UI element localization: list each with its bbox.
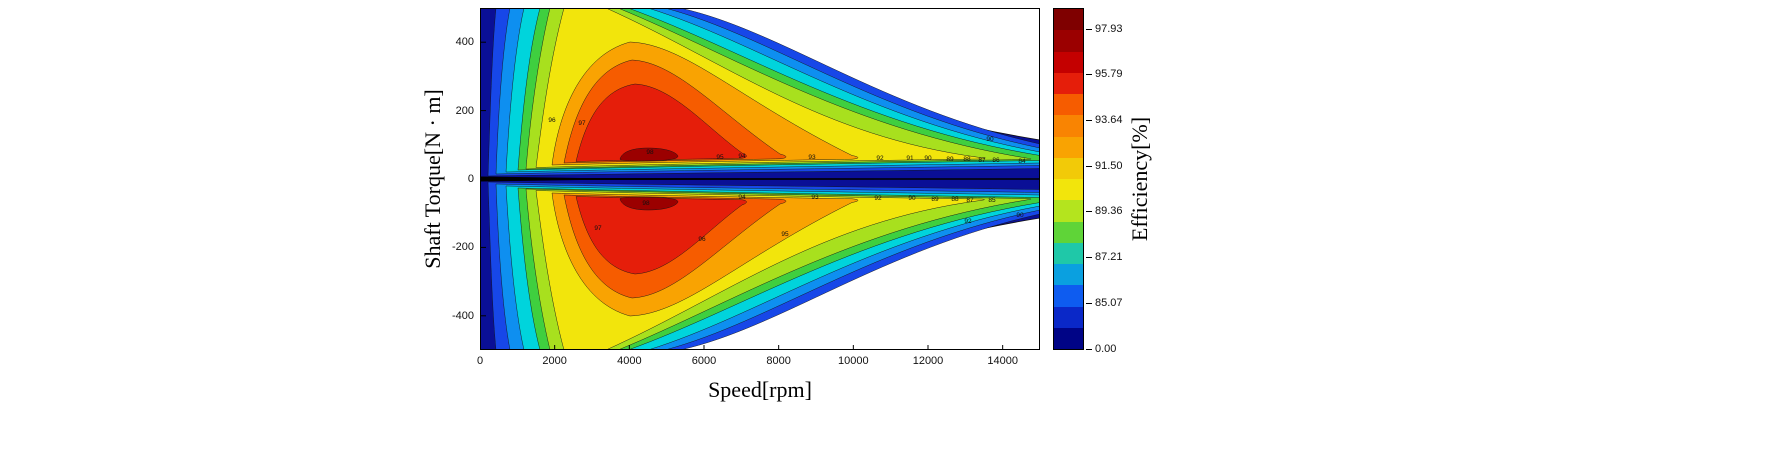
colorbar-segment xyxy=(1054,9,1083,31)
contour-label: 93 xyxy=(811,194,819,201)
lower-half-contours xyxy=(487,181,1040,350)
colorbar-segment xyxy=(1054,264,1083,286)
y-tick-label: -400 xyxy=(451,309,474,322)
contour-label: 86 xyxy=(992,157,1000,164)
y-tick-label: 400 xyxy=(455,36,474,49)
y-tick-label: 0 xyxy=(467,173,474,185)
colorbar-tick-mark xyxy=(1086,211,1092,213)
upper-half-contours xyxy=(487,8,1040,177)
efficiency-contour-plot: 96 97 98 95 94 93 92 91 90 89 88 87 86 84 90 97 98 96 95 94… xyxy=(480,8,1040,350)
colorbar-segment xyxy=(1054,157,1083,179)
contour-label: 97 xyxy=(578,120,586,127)
colorbar-tick-mark xyxy=(1086,348,1092,350)
colorbar-segment xyxy=(1054,136,1083,158)
contour-label: 92 xyxy=(876,155,884,162)
colorbar-segment xyxy=(1054,51,1083,73)
contour-label: 95 xyxy=(716,154,724,161)
contour-label: 88 xyxy=(963,156,971,163)
contour-label: 94 xyxy=(738,153,746,160)
contour-label: 92 xyxy=(964,218,972,225)
contour-label: 89 xyxy=(931,196,939,203)
x-tick-label: 10000 xyxy=(838,355,869,367)
colorbar-tick-label: 93.64 xyxy=(1095,114,1123,127)
colorbar-segment xyxy=(1054,179,1083,201)
contour-label: 90 xyxy=(986,136,994,143)
x-tick-label: 6000 xyxy=(691,355,717,367)
contour-label: 87 xyxy=(978,157,986,164)
colorbar-tick-label: 95.79 xyxy=(1095,68,1123,81)
contour-label: 97 xyxy=(594,225,602,232)
colorbar-tick-mark xyxy=(1086,302,1092,304)
colorbar-segment xyxy=(1054,306,1083,328)
colorbar-tick-label: 97.93 xyxy=(1095,22,1123,35)
colorbar-segment xyxy=(1054,242,1083,264)
contour-band-98 xyxy=(619,147,679,162)
contour-label: 90 xyxy=(1016,212,1024,219)
contour-label: 90 xyxy=(924,155,932,162)
x-axis-label: Speed[rpm] xyxy=(708,377,812,402)
contour-label: 85 xyxy=(988,197,996,204)
contour-label: 92 xyxy=(874,195,882,202)
contour-label: 96 xyxy=(698,236,706,243)
contour-band-98 xyxy=(619,196,679,211)
colorbar-tick-label: 91.50 xyxy=(1095,159,1123,172)
y-tick-label: 200 xyxy=(455,104,474,117)
x-tick-label: 0 xyxy=(476,355,484,367)
contour-label: 89 xyxy=(946,156,954,163)
colorbar-segment xyxy=(1054,94,1083,116)
contour-label: 98 xyxy=(642,200,650,207)
colorbar-label: Efficiency[%] xyxy=(1127,116,1152,242)
colorbar-tick-label: 89.36 xyxy=(1095,205,1123,218)
contour-label: 91 xyxy=(906,155,914,162)
colorbar-tick-mark xyxy=(1086,74,1092,76)
contour-label: 87 xyxy=(966,197,974,204)
colorbar-segment xyxy=(1054,327,1083,349)
contour-band-97 xyxy=(575,83,747,162)
colorbar-tick-mark xyxy=(1086,120,1092,122)
y-tick-label: -200 xyxy=(451,241,474,254)
x-tick-label: 4000 xyxy=(617,355,642,367)
x-tick-label: 12000 xyxy=(912,355,944,367)
x-tick-label: 14000 xyxy=(987,355,1018,367)
colorbar-segment xyxy=(1054,30,1083,52)
colorbar-segment xyxy=(1054,115,1083,137)
x-tick-label: 2000 xyxy=(542,355,567,367)
contour-label: 90 xyxy=(908,195,916,202)
colorbar-tick-label: 87.21 xyxy=(1095,251,1123,264)
contour-label: 93 xyxy=(808,154,816,161)
colorbar-tick-mark xyxy=(1086,28,1092,30)
contour-label: 88 xyxy=(951,196,959,203)
contour-label: 94 xyxy=(738,194,746,201)
contour-label: 95 xyxy=(781,231,789,238)
colorbar-tick-label: 85.07 xyxy=(1095,296,1123,309)
colorbar xyxy=(1053,8,1084,350)
colorbar-segment xyxy=(1054,72,1083,94)
zero-torque-band xyxy=(480,176,1040,182)
colorbar-tick-label: 0.00 xyxy=(1095,342,1117,355)
contour-label: 84 xyxy=(1018,158,1026,165)
contour-band-97 xyxy=(575,196,747,275)
colorbar-segment xyxy=(1054,200,1083,222)
colorbar-tick-mark xyxy=(1086,257,1092,259)
contour-label: 98 xyxy=(646,149,654,156)
colorbar-segment xyxy=(1054,285,1083,307)
colorbar-tick-mark xyxy=(1086,165,1092,167)
colorbar-segment xyxy=(1054,221,1083,243)
x-tick-label: 8000 xyxy=(766,355,791,367)
contour-label: 96 xyxy=(548,117,556,124)
